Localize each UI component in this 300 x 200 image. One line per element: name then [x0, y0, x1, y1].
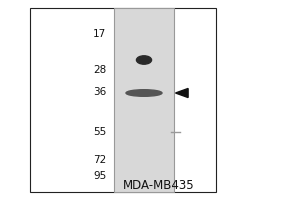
Bar [30, 8, 216, 192]
Text: 17: 17 [93, 29, 106, 39]
Text: 36: 36 [93, 87, 106, 97]
Ellipse shape [136, 56, 152, 64]
Text: 55: 55 [93, 127, 106, 137]
Text: 95: 95 [93, 171, 106, 181]
Text: 28: 28 [93, 65, 106, 75]
Ellipse shape [126, 90, 162, 96]
Text: MDA-MB435: MDA-MB435 [123, 179, 195, 192]
Bar [114, 8, 174, 192]
Polygon shape [176, 88, 188, 98]
Text: 72: 72 [93, 155, 106, 165]
